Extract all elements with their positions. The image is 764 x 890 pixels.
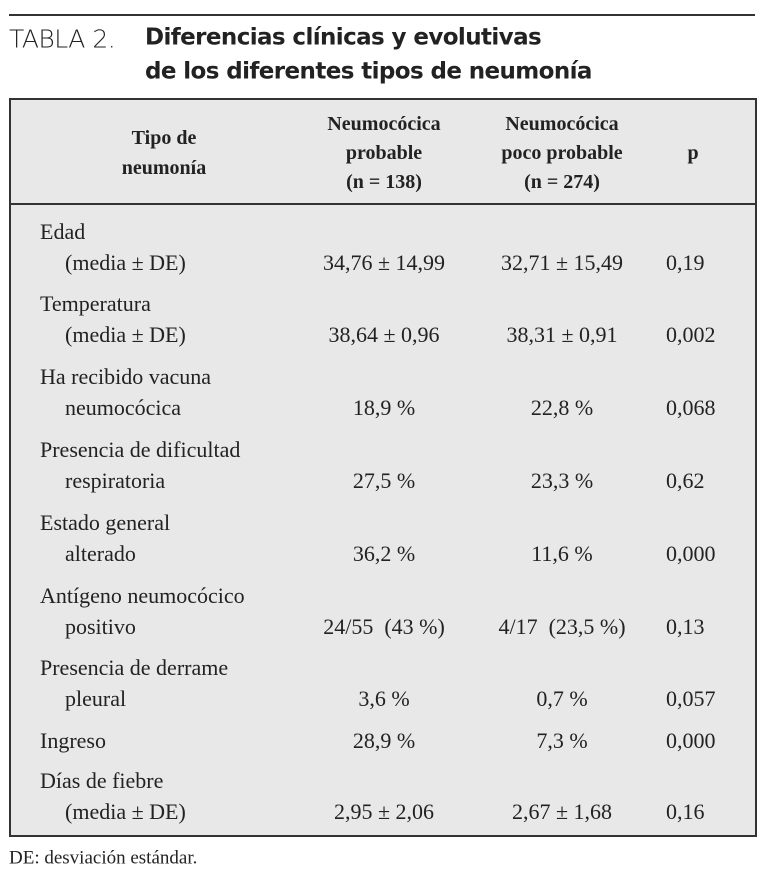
cell-p: 0,002	[666, 322, 716, 347]
cell: 3,6 %	[358, 686, 410, 711]
cell-p: 0,62	[666, 468, 705, 493]
column-header: Neumocócica	[505, 113, 619, 135]
row-label: Antígeno neumocócico	[40, 583, 245, 608]
cell: 11,6 %	[531, 541, 593, 566]
row-label: (media ± DE)	[65, 799, 186, 824]
cell: 34,76 ± 14,99	[322, 250, 446, 275]
column-header: probable	[345, 142, 423, 164]
cell: 24/55 (43 %)	[323, 614, 445, 639]
row-label: Ha recibido vacuna	[40, 364, 212, 389]
cell-p: 0,068	[666, 395, 716, 420]
row-label: Ingreso	[40, 728, 106, 753]
cell: 4/17 (23,5 %)	[498, 614, 626, 639]
cell: 0,7 %	[536, 686, 588, 711]
column-header: Neumocócica	[327, 113, 441, 135]
row-label: Días de fiebre	[40, 768, 164, 793]
row-label: (media ± DE)	[65, 322, 186, 347]
cell: 36,2 %	[352, 541, 416, 566]
cell: 32,71 ± 15,49	[500, 250, 624, 275]
row-label: neumocócica	[65, 395, 182, 420]
table-title: Diferencias clínicas y evolutivas	[145, 24, 542, 51]
table-label: TABLA 2.	[9, 24, 116, 54]
column-header: poco probable	[501, 142, 623, 164]
column-header: neumonía	[121, 157, 207, 179]
row-label: Presencia de derrame	[40, 655, 229, 680]
cell: 28,9 %	[352, 728, 416, 753]
row-label: Estado general	[40, 510, 171, 535]
column-header: Tipo de	[131, 127, 197, 149]
table-title: de los diferentes tipos de neumonía	[145, 58, 592, 85]
table-box	[9, 98, 757, 837]
header-separator	[9, 203, 757, 205]
row-label: Presencia de dificultad	[40, 437, 241, 462]
row-label: positivo	[65, 614, 136, 639]
column-header: (n = 138)	[346, 171, 422, 193]
row-label: Edad	[40, 219, 86, 244]
cell: 7,3 %	[536, 728, 588, 753]
cell: 2,95 ± 2,06	[333, 799, 435, 824]
cell-p: 0,19	[666, 250, 705, 275]
footnote: DE: desviación estándar.	[9, 847, 198, 869]
cell: 2,67 ± 1,68	[511, 799, 613, 824]
row-label: Temperatura	[40, 291, 151, 316]
cell: 18,9 %	[352, 395, 416, 420]
cell-p: 0,057	[666, 686, 716, 711]
column-header: (n = 274)	[524, 171, 600, 193]
cell-p: 0,000	[666, 541, 716, 566]
cell-p: 0,13	[666, 614, 705, 639]
column-header: p	[687, 142, 699, 164]
row-label: (media ± DE)	[65, 250, 186, 275]
cell: 27,5 %	[352, 468, 416, 493]
row-label: alterado	[65, 541, 136, 566]
row-label: respiratoria	[65, 468, 166, 493]
cell-p: 0,000	[666, 728, 716, 753]
cell: 23,3 %	[530, 468, 594, 493]
row-label: pleural	[65, 686, 127, 711]
cell: 22,8 %	[530, 395, 594, 420]
top-rule	[9, 14, 755, 16]
cell: 38,64 ± 0,96	[328, 322, 440, 347]
cell-p: 0,16	[666, 799, 705, 824]
cell: 38,31 ± 0,91	[506, 322, 618, 347]
